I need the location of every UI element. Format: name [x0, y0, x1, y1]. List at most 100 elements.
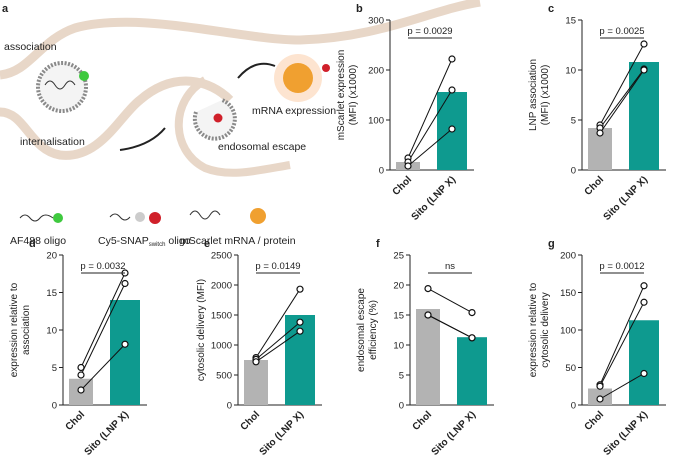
replicate-dot: [404, 162, 412, 170]
step-label: endosomal escape: [218, 141, 306, 153]
pair-line: [80, 283, 126, 376]
significance-label: p = 0.0032: [80, 261, 125, 272]
y-tick-label: 100: [560, 326, 576, 337]
y-tick-label: 25: [393, 251, 404, 262]
significance-label: p = 0.0149: [255, 261, 300, 272]
cy5: [213, 113, 223, 123]
step-label: association: [4, 41, 57, 53]
pair-line: [407, 58, 453, 159]
y-tick-label: 2500: [211, 251, 232, 262]
y-tick-label: 200: [560, 251, 576, 262]
replicate-dot: [424, 285, 432, 293]
replicate-dot: [596, 395, 604, 403]
replicate-dot: [296, 285, 304, 293]
schematic: a association internalisation endosomal …: [0, 0, 481, 248]
x-tick-label: Chol: [239, 409, 263, 433]
y-axis-label: mScarlet expression: [336, 50, 347, 141]
panel-label: c: [548, 3, 554, 15]
y-axis-label: endosomal escape: [356, 288, 367, 372]
pair-line: [407, 128, 453, 167]
x-tick-label: Sito (LNP X): [602, 409, 651, 458]
endosome: [174, 76, 291, 177]
pair-line: [255, 330, 301, 363]
bar: [629, 320, 659, 405]
replicate-dot: [640, 298, 648, 306]
y-axis-label: expression relative to: [528, 282, 539, 377]
x-tick-label: Sito (LNP X): [430, 409, 479, 458]
replicate-dot: [296, 327, 304, 335]
cy5: [322, 64, 330, 72]
y-axis-label: (MFI) (x1000): [540, 65, 551, 126]
pair-line: [80, 272, 126, 368]
pair-line: [255, 321, 301, 360]
y-tick-label: 5: [399, 371, 404, 382]
y-axis-label: cytosolic delivery (MFI): [196, 279, 207, 381]
protein: [283, 63, 313, 93]
af488: [53, 213, 63, 223]
y-tick-label: 100: [368, 116, 384, 127]
y-tick-label: 20: [46, 251, 57, 262]
y-tick-label: 5: [571, 116, 576, 127]
y-tick-label: 500: [216, 371, 232, 382]
panel-label: b: [356, 3, 363, 15]
step-label: internalisation: [20, 136, 85, 148]
y-tick-label: 1000: [211, 341, 232, 352]
panel-label: d: [29, 238, 36, 250]
mrna: [44, 80, 76, 90]
y-tick-label: 1500: [211, 311, 232, 322]
y-tick-label: 0: [52, 401, 57, 412]
x-tick-label: Sito (LNP X): [258, 409, 307, 458]
replicate-dot: [77, 386, 85, 394]
y-tick-label: 2000: [211, 281, 232, 292]
replicate-dot: [448, 125, 456, 133]
replicate-dot: [596, 129, 604, 137]
pair-line: [599, 302, 645, 387]
x-tick-label: Chol: [583, 409, 607, 433]
replicate-dot: [640, 66, 648, 74]
y-tick-label: 0: [379, 166, 384, 177]
significance-label: p = 0.0025: [599, 26, 644, 37]
y-axis-label: LNP association: [528, 59, 539, 131]
membrane: [0, 0, 481, 80]
y-axis-label: efficiency (%): [368, 300, 379, 360]
pair-line: [427, 314, 473, 339]
replicate-dot: [252, 358, 260, 366]
pair-line: [599, 68, 645, 129]
significance-label: p = 0.0029: [407, 26, 452, 37]
replicate-dot: [640, 369, 648, 378]
replicate-dot: [640, 282, 648, 290]
y-tick-label: 0: [227, 401, 232, 412]
y-tick-label: 0: [571, 401, 576, 412]
pair-line: [599, 373, 645, 400]
panel-label: g: [548, 238, 555, 250]
replicate-dot: [121, 340, 129, 348]
x-tick-label: Sito (LNP X): [410, 174, 459, 223]
replicate-dot: [77, 371, 85, 379]
x-tick-label: Chol: [391, 174, 415, 198]
cy5: [149, 212, 161, 224]
y-tick-label: 5: [52, 363, 57, 374]
y-tick-label: 15: [565, 16, 576, 27]
replicate-dot: [448, 55, 456, 63]
step-label: mRNA expression: [252, 105, 336, 117]
y-tick-label: 50: [565, 363, 576, 374]
legend-part: Cy5-SNAP: [98, 235, 149, 247]
y-axis-label: association: [21, 305, 32, 355]
oligo: [19, 214, 54, 222]
y-tick-label: 0: [399, 401, 404, 412]
x-tick-label: Sito (LNP X): [83, 409, 132, 458]
panel-label: e: [204, 238, 210, 250]
significance-label: p = 0.0012: [599, 261, 644, 272]
x-tick-label: Chol: [583, 174, 607, 198]
y-tick-label: 10: [565, 66, 576, 77]
legend-label: AF488 oligo: [10, 235, 66, 247]
pair-line: [255, 288, 301, 358]
replicate-dot: [468, 309, 476, 317]
panel-label: f: [376, 238, 380, 250]
y-tick-label: 15: [46, 288, 57, 299]
arrow: [237, 62, 276, 79]
legend-label: mScarlet mRNA / protein: [180, 235, 296, 247]
y-axis-label: expression relative to: [9, 282, 20, 377]
protein: [250, 208, 266, 224]
